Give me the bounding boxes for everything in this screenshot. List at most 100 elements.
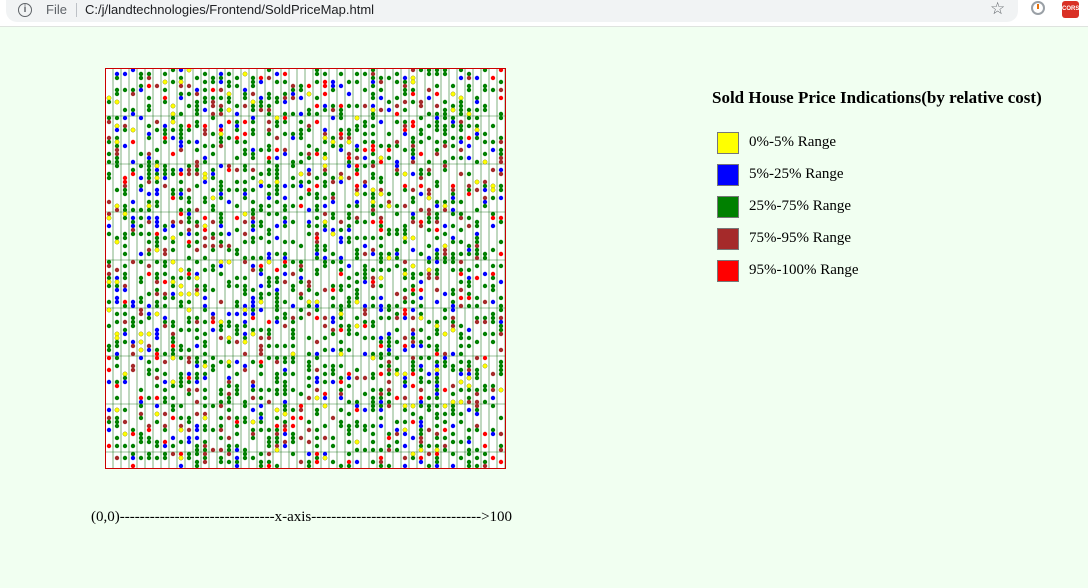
house-point — [306, 419, 312, 425]
house-point — [234, 111, 240, 117]
house-point — [162, 303, 168, 309]
house-point — [122, 107, 128, 113]
house-point — [338, 379, 344, 385]
house-point — [170, 135, 176, 141]
house-point — [402, 119, 408, 125]
house-point — [106, 215, 112, 221]
house-point — [282, 391, 288, 397]
house-point — [234, 299, 240, 305]
house-point — [434, 271, 440, 277]
house-point — [410, 99, 416, 105]
house-point — [290, 407, 296, 413]
house-point — [410, 315, 416, 321]
house-point — [442, 231, 448, 237]
house-point — [394, 171, 400, 177]
house-point — [474, 375, 480, 381]
house-point — [290, 415, 296, 421]
house-point — [370, 159, 376, 165]
house-point — [202, 123, 208, 129]
house-point — [306, 111, 312, 117]
house-point — [170, 331, 176, 337]
house-point — [226, 391, 232, 397]
house-point — [434, 375, 440, 381]
house-point — [498, 327, 504, 333]
house-point — [378, 395, 384, 401]
house-point — [202, 223, 208, 229]
url-text[interactable]: C:/j/landtechnologies/Frontend/SoldPrice… — [85, 2, 375, 17]
house-point — [450, 363, 456, 369]
chrome-extension-icon[interactable] — [1031, 1, 1045, 15]
house-point — [362, 279, 368, 285]
house-point — [426, 211, 432, 217]
cors-extension-icon[interactable]: CORS — [1062, 1, 1079, 18]
house-point — [322, 211, 328, 217]
house-point — [146, 439, 152, 445]
house-point — [474, 75, 480, 81]
house-point — [146, 347, 152, 353]
house-point — [426, 123, 432, 129]
house-point — [226, 83, 232, 89]
house-point — [130, 219, 136, 225]
house-point — [114, 147, 120, 153]
house-point — [114, 187, 120, 193]
house-point — [202, 283, 208, 289]
house-point — [402, 223, 408, 229]
house-point — [466, 223, 472, 229]
house-point — [410, 263, 416, 269]
house-point — [362, 271, 368, 277]
house-point — [154, 223, 160, 229]
house-point — [298, 459, 304, 465]
house-point — [410, 455, 416, 461]
house-point — [154, 411, 160, 417]
house-point — [274, 443, 280, 449]
house-point — [274, 99, 280, 105]
house-point — [434, 247, 440, 253]
house-point — [242, 287, 248, 293]
house-point — [466, 71, 472, 77]
house-point — [114, 203, 120, 209]
house-point — [378, 155, 384, 161]
house-point — [498, 155, 504, 161]
house-point — [362, 131, 368, 137]
house-point — [290, 159, 296, 165]
house-point — [250, 83, 256, 89]
house-point — [242, 335, 248, 341]
house-point — [234, 215, 240, 221]
house-point — [258, 387, 264, 393]
house-point — [258, 103, 264, 109]
house-point — [306, 91, 312, 97]
house-point — [466, 215, 472, 221]
house-point — [194, 355, 200, 361]
house-point — [234, 139, 240, 145]
house-point — [162, 171, 168, 177]
house-point — [122, 283, 128, 289]
house-point — [298, 275, 304, 281]
house-point — [354, 447, 360, 453]
house-point — [426, 95, 432, 101]
house-point — [498, 219, 504, 225]
house-point — [274, 355, 280, 361]
house-point — [490, 287, 496, 293]
house-point — [130, 455, 136, 461]
house-point — [186, 127, 192, 133]
house-point — [202, 303, 208, 309]
house-point — [322, 371, 328, 377]
house-point — [218, 327, 224, 333]
address-bar[interactable]: i File C:/j/landtechnologies/Frontend/So… — [6, 0, 1018, 22]
house-point — [474, 99, 480, 105]
house-point — [362, 319, 368, 325]
house-point — [242, 151, 248, 157]
house-point — [290, 271, 296, 277]
house-point — [442, 315, 448, 321]
house-point — [250, 127, 256, 133]
house-point — [242, 195, 248, 201]
house-point — [410, 355, 416, 361]
house-point — [130, 171, 136, 177]
house-point — [186, 271, 192, 277]
info-icon[interactable]: i — [18, 3, 32, 17]
house-point — [178, 143, 184, 149]
house-point — [498, 171, 504, 177]
house-point — [274, 359, 280, 365]
star-icon[interactable]: ☆ — [990, 0, 1006, 19]
legend-label: 0%-5% Range — [749, 134, 837, 150]
